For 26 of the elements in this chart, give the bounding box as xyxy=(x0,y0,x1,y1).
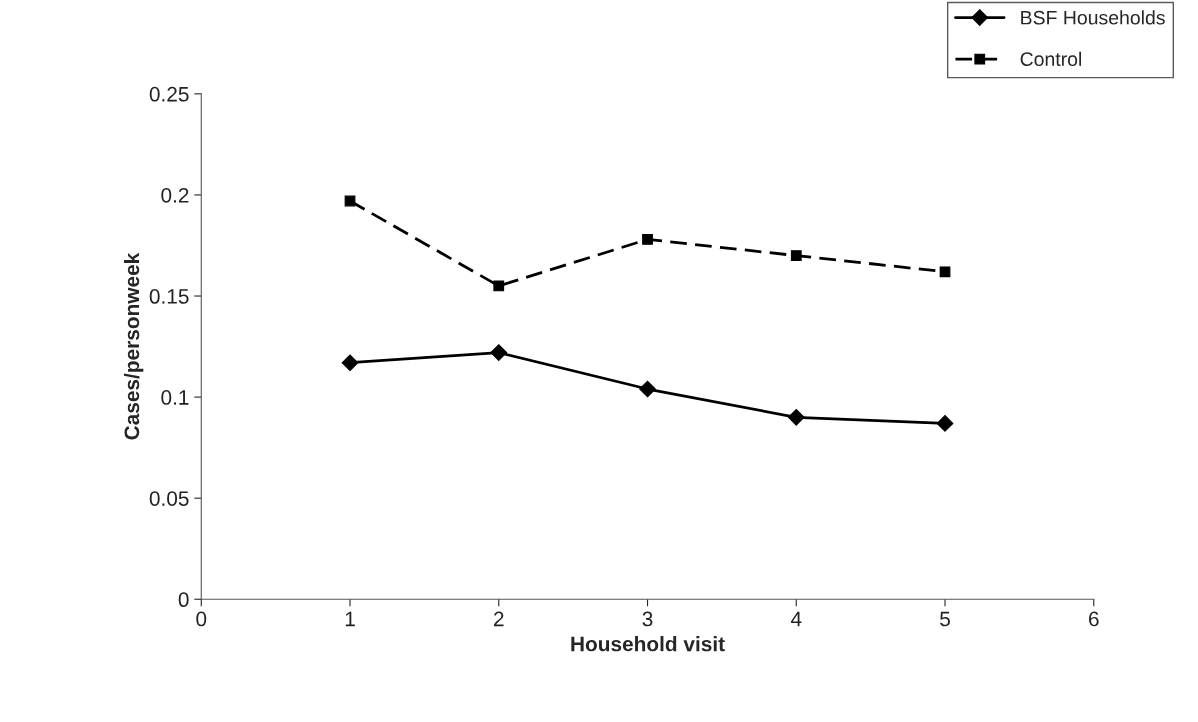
point xyxy=(787,408,805,426)
x-axis-title: Household visit xyxy=(571,636,725,652)
point xyxy=(639,380,656,398)
legend-label: BSF Households xyxy=(1021,10,1165,25)
legend-label: Control xyxy=(1020,51,1081,67)
x-tick-label: 3 xyxy=(642,611,653,627)
x-tick-label: 5 xyxy=(940,611,950,627)
point xyxy=(493,280,505,292)
y-axis-title: Cases/personweek xyxy=(123,252,144,440)
y-tick-label: 0 xyxy=(178,592,189,608)
point xyxy=(936,415,954,432)
point xyxy=(790,250,802,261)
y-tick-label: 0.25 xyxy=(149,86,189,102)
point xyxy=(341,354,359,372)
x-tick-label: 2 xyxy=(494,611,504,627)
x-tick-label: 0 xyxy=(196,611,207,627)
y-tick-label: 0.1 xyxy=(161,390,189,405)
x-tick-label: 4 xyxy=(790,611,802,627)
point xyxy=(490,344,508,361)
y-tick-label: 0.2 xyxy=(161,187,189,203)
y-tick-label: 0.05 xyxy=(149,491,189,506)
x-tick-label: 6 xyxy=(1089,611,1099,627)
x-tick-label: 1 xyxy=(345,611,355,627)
point xyxy=(939,266,951,278)
point xyxy=(642,234,653,245)
y-tick-label: 0.15 xyxy=(149,289,189,304)
